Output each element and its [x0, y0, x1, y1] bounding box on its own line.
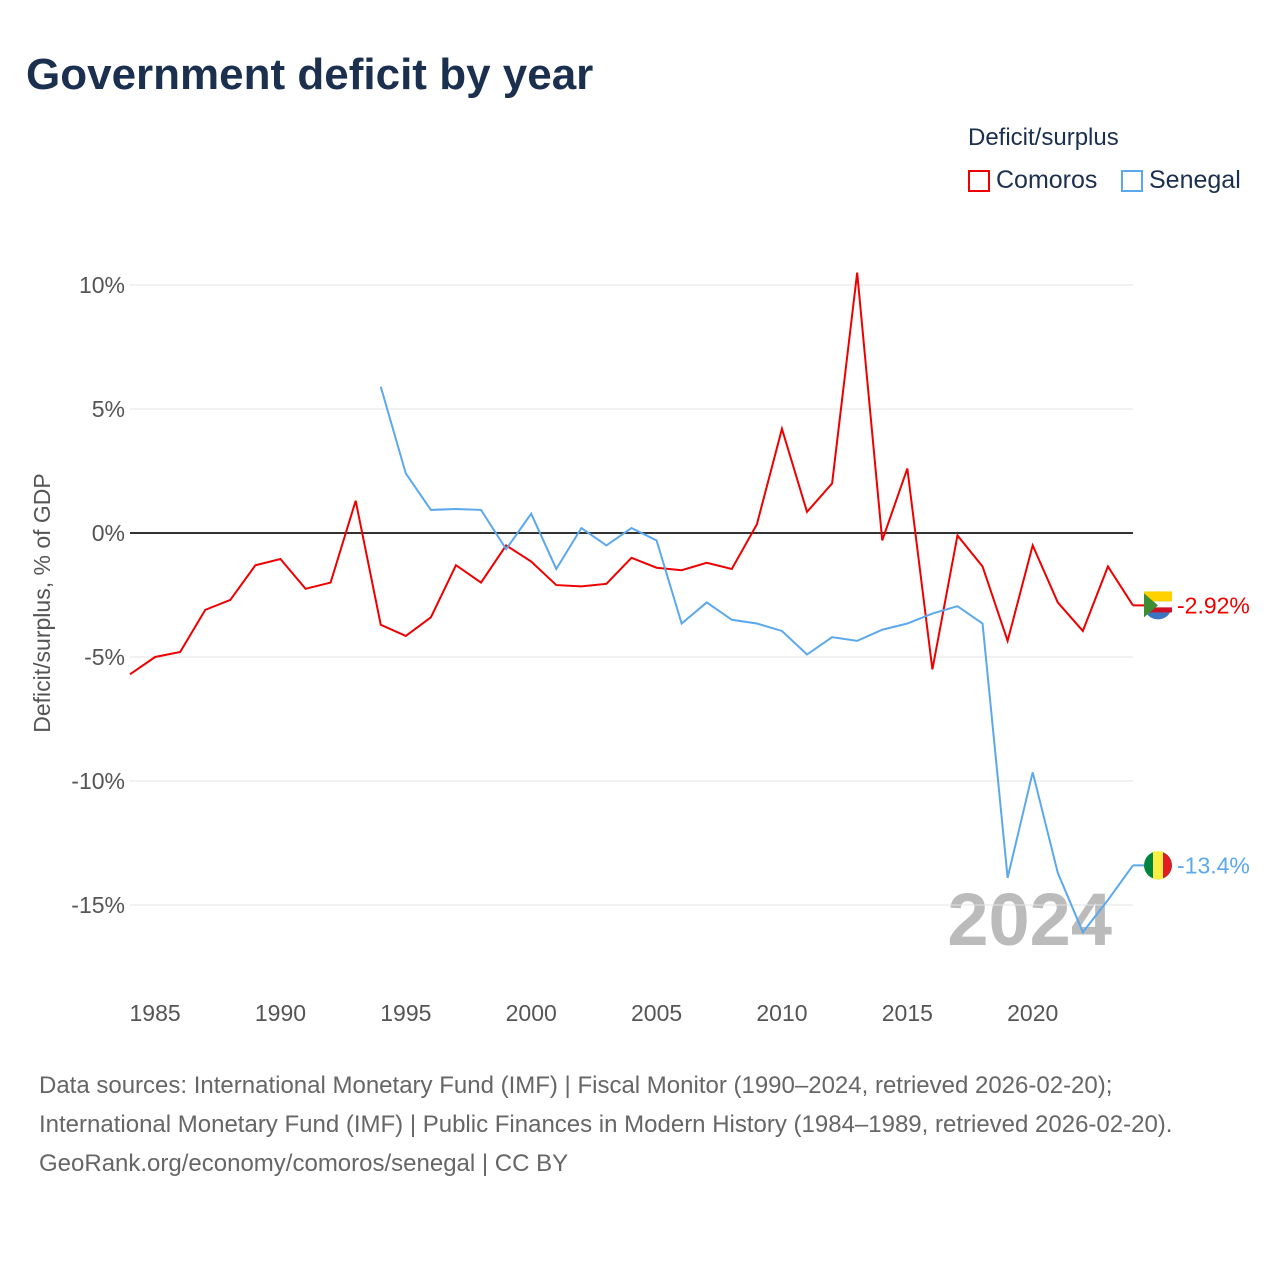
- end-value-label: -13.4%: [1177, 852, 1250, 878]
- flag-triangle: [1144, 593, 1158, 618]
- y-tick-label: -5%: [84, 644, 125, 670]
- x-tick-label: 1985: [129, 1000, 180, 1026]
- flag-stripe: [1144, 591, 1172, 602]
- legend-label: Comoros: [996, 166, 1098, 194]
- plot-area: 2024 Deficit/surplus, % of GDP 10% 5% 0% -5…: [29, 272, 1250, 1026]
- x-tick-label: 2010: [756, 1000, 807, 1026]
- end-value-label: -2.92%: [1177, 592, 1250, 618]
- year-watermark: 2024: [947, 878, 1112, 961]
- flag-stripe: [1150, 607, 1172, 613]
- x-tick-label: 2020: [1007, 1000, 1058, 1026]
- legend-title: Deficit/surplus: [968, 124, 1119, 151]
- y-tick-label: 5%: [92, 396, 125, 422]
- series-line-senegal: [379, 386, 1134, 935]
- source-link[interactable]: GeoRank.org/economy/comoros/senegal | CC…: [39, 1150, 569, 1177]
- legend-item-comoros[interactable]: Comoros: [968, 166, 1097, 195]
- y-axis-label: Deficit/surplus, % of GDP: [29, 473, 55, 732]
- legend-label: Senegal: [1149, 166, 1241, 194]
- source-note: Data sources: International Monetary Fun…: [39, 1066, 1239, 1183]
- flag-stripe: [1163, 852, 1172, 879]
- x-tick-label: 2015: [882, 1000, 933, 1026]
- series-line-comoros: [129, 272, 1134, 676]
- x-tick-label: 1995: [380, 1000, 431, 1026]
- flag-stripe: [1153, 851, 1163, 880]
- y-tick-label: 10%: [79, 272, 125, 298]
- y-tick-label: -15%: [71, 892, 125, 918]
- y-tick-label: -10%: [71, 768, 125, 794]
- legend-swatch: [968, 169, 990, 192]
- chart-title: Government deficit by year: [26, 50, 594, 99]
- legend-swatch: [1121, 169, 1143, 192]
- flag-stripe: [1150, 601, 1172, 608]
- legend-item-senegal[interactable]: Senegal: [1121, 166, 1241, 195]
- source-text: Data sources: International Monetary Fun…: [39, 1072, 1173, 1138]
- y-tick-label: 0%: [92, 520, 125, 546]
- x-tick-label: 2000: [506, 1000, 557, 1026]
- x-tick-label: 2005: [631, 1000, 682, 1026]
- x-tick-label: 1990: [255, 1000, 306, 1026]
